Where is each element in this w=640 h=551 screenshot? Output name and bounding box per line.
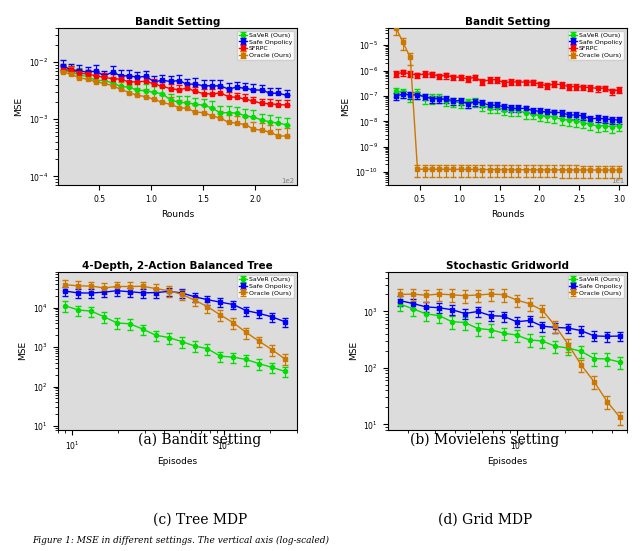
Y-axis label: MSE: MSE [14,97,23,116]
Text: 1e2: 1e2 [282,178,294,183]
X-axis label: Rounds: Rounds [491,209,524,219]
Text: (c) Tree MDP: (c) Tree MDP [153,512,247,526]
Text: (a) Bandit setting: (a) Bandit setting [138,433,262,447]
Legend: SaVeR (Ours), Safe Onpolicy, Oracle (Ours): SaVeR (Ours), Safe Onpolicy, Oracle (Our… [237,275,294,298]
Title: 4-Depth, 2-Action Balanced Tree: 4-Depth, 2-Action Balanced Tree [82,261,273,271]
X-axis label: Episodes: Episodes [488,457,527,467]
Text: (d) Grid MDP: (d) Grid MDP [438,512,532,526]
Title: Bandit Setting: Bandit Setting [465,17,550,27]
Legend: SaVeR (Ours), Safe Onpolicy, SFRPC, Oracle (Ours): SaVeR (Ours), Safe Onpolicy, SFRPC, Orac… [568,31,624,60]
Title: Bandit Setting: Bandit Setting [134,17,220,27]
Text: 1e1: 1e1 [612,178,625,183]
Legend: SaVeR (Ours), Safe Onpolicy, Oracle (Ours): SaVeR (Ours), Safe Onpolicy, Oracle (Our… [568,275,624,298]
Text: Figure 1: MSE in different settings. The vertical axis (log-scaled): Figure 1: MSE in different settings. The… [32,536,329,545]
Text: (b) Movielens setting: (b) Movielens setting [410,433,559,447]
Y-axis label: MSE: MSE [19,342,28,360]
Title: Stochastic Gridworld: Stochastic Gridworld [446,261,569,271]
X-axis label: Episodes: Episodes [157,457,197,467]
Legend: SaVeR (Ours), Safe Onpolicy, SFRPC, Oracle (Ours): SaVeR (Ours), Safe Onpolicy, SFRPC, Orac… [237,31,294,60]
Y-axis label: MSE: MSE [349,342,358,360]
Y-axis label: MSE: MSE [341,97,350,116]
X-axis label: Rounds: Rounds [161,209,194,219]
